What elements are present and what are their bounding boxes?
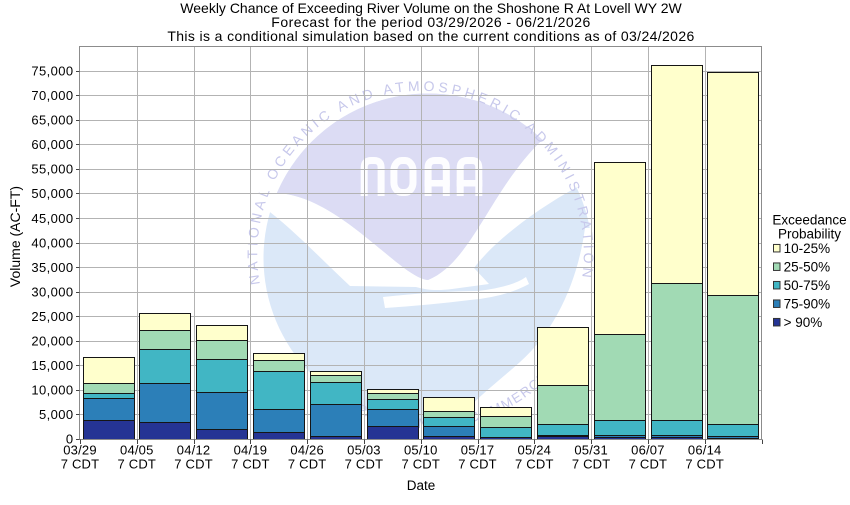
svg-text:Exceedance: Exceedance bbox=[772, 213, 846, 228]
svg-text:06/14: 06/14 bbox=[688, 443, 722, 458]
svg-text:Date: Date bbox=[407, 478, 436, 493]
svg-text:7 CDT: 7 CDT bbox=[118, 457, 157, 472]
svg-text:03/29: 03/29 bbox=[63, 443, 97, 458]
svg-text:60,000: 60,000 bbox=[31, 137, 73, 152]
svg-text:05/17: 05/17 bbox=[461, 443, 495, 458]
svg-text:20,000: 20,000 bbox=[31, 334, 73, 349]
svg-text:25-50%: 25-50% bbox=[784, 260, 831, 275]
svg-text:45,000: 45,000 bbox=[31, 211, 73, 226]
svg-text:7 CDT: 7 CDT bbox=[174, 457, 213, 472]
svg-text:10-25%: 10-25% bbox=[784, 241, 831, 256]
svg-text:Volume (AC-FT): Volume (AC-FT) bbox=[7, 186, 23, 287]
svg-text:65,000: 65,000 bbox=[31, 113, 73, 128]
svg-text:This is a conditional simulati: This is a conditional simulation based o… bbox=[167, 28, 694, 44]
svg-text:50,000: 50,000 bbox=[31, 186, 73, 201]
svg-text:7 CDT: 7 CDT bbox=[345, 457, 384, 472]
svg-text:04/19: 04/19 bbox=[234, 443, 268, 458]
svg-text:7 CDT: 7 CDT bbox=[288, 457, 327, 472]
svg-text:0: 0 bbox=[66, 432, 74, 447]
svg-text:5,000: 5,000 bbox=[39, 407, 74, 422]
svg-text:05/24: 05/24 bbox=[518, 443, 552, 458]
svg-text:7 CDT: 7 CDT bbox=[515, 457, 554, 472]
svg-text:05/31: 05/31 bbox=[574, 443, 608, 458]
svg-text:04/26: 04/26 bbox=[290, 443, 324, 458]
svg-text:04/12: 04/12 bbox=[177, 443, 211, 458]
svg-text:05/03: 05/03 bbox=[347, 443, 381, 458]
svg-text:06/07: 06/07 bbox=[631, 443, 665, 458]
svg-text:7 CDT: 7 CDT bbox=[61, 457, 100, 472]
svg-text:70,000: 70,000 bbox=[31, 88, 73, 103]
svg-text:10,000: 10,000 bbox=[31, 383, 73, 398]
svg-text:25,000: 25,000 bbox=[31, 309, 73, 324]
svg-text:30,000: 30,000 bbox=[31, 284, 73, 299]
svg-text:7 CDT: 7 CDT bbox=[401, 457, 440, 472]
svg-text:7 CDT: 7 CDT bbox=[685, 457, 724, 472]
svg-text:04/05: 04/05 bbox=[120, 443, 154, 458]
svg-text:15,000: 15,000 bbox=[31, 358, 73, 373]
svg-text:05/10: 05/10 bbox=[404, 443, 438, 458]
svg-text:40,000: 40,000 bbox=[31, 235, 73, 250]
svg-text:75-90%: 75-90% bbox=[784, 297, 831, 312]
svg-text:7 CDT: 7 CDT bbox=[231, 457, 270, 472]
svg-text:35,000: 35,000 bbox=[31, 260, 73, 275]
svg-text:50-75%: 50-75% bbox=[784, 278, 831, 293]
svg-text:7 CDT: 7 CDT bbox=[629, 457, 668, 472]
svg-text:Forecast for the period 03/29/: Forecast for the period 03/29/2026 - 06/… bbox=[271, 14, 590, 30]
svg-text:Weekly Chance of Exceeding Riv: Weekly Chance of Exceeding River Volume … bbox=[180, 0, 682, 16]
svg-text:Probability: Probability bbox=[778, 227, 841, 242]
svg-text:55,000: 55,000 bbox=[31, 162, 73, 177]
svg-text:> 90%: > 90% bbox=[784, 315, 823, 330]
svg-text:75,000: 75,000 bbox=[31, 63, 73, 78]
svg-text:7 CDT: 7 CDT bbox=[572, 457, 611, 472]
svg-text:7 CDT: 7 CDT bbox=[458, 457, 497, 472]
